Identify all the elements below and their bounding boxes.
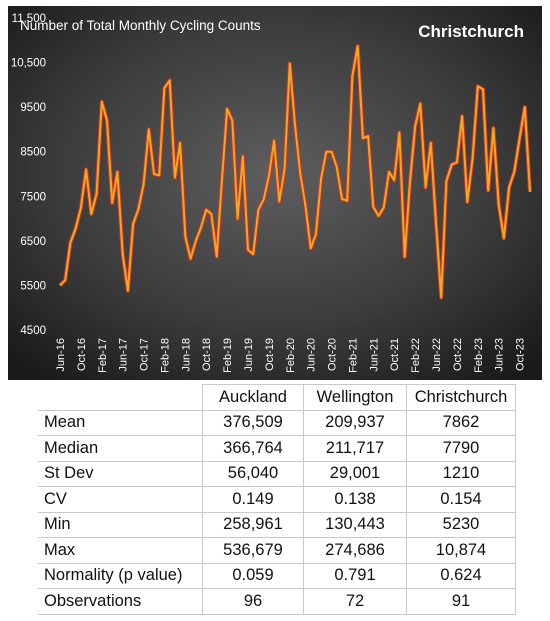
x-tick-label: Oct-21 — [389, 338, 401, 371]
x-tick-label: Jun-20 — [306, 338, 318, 372]
x-tick-label: Oct-17 — [139, 338, 151, 371]
table-cell: 0.791 — [303, 562, 407, 589]
y-tick-label: 11,500 — [12, 13, 46, 25]
x-tick-label: Feb-21 — [347, 338, 359, 373]
chart-panel: Number of Total Monthly Cycling Counts C… — [8, 6, 542, 380]
row-label: Normality (p value) — [38, 562, 203, 589]
row-label: Median — [38, 435, 203, 462]
column-header-auckland: Auckland — [202, 384, 304, 411]
table-cell: 376,509 — [202, 409, 304, 436]
row-label: St Dev — [38, 460, 203, 487]
y-tick-label: 6500 — [20, 236, 46, 248]
table-row: Max 536,679 274,686 10,874 — [38, 537, 516, 564]
table-cell: 72 — [303, 588, 407, 615]
table-cell: 211,717 — [303, 435, 407, 462]
table-cell: 10,874 — [406, 537, 516, 564]
y-tick-label: 10,500 — [11, 58, 46, 70]
x-tick-label: Jun-22 — [431, 338, 443, 372]
y-tick-label: 5500 — [20, 280, 46, 292]
x-tick-label: Feb-22 — [410, 338, 422, 373]
table-row: Mean 376,509 209,937 7862 — [38, 409, 516, 436]
table-cell: 56,040 — [202, 460, 304, 487]
y-tick-label: 9500 — [20, 102, 46, 114]
table-cell: 536,679 — [202, 537, 304, 564]
table-cell: 0.154 — [406, 486, 516, 513]
table-cell: 0.149 — [202, 486, 304, 513]
x-axis-ticks: Jun-16 Oct-16 Feb-17 Jun-17 Oct-17 Feb-18 Jun-… — [55, 338, 527, 373]
table-cell: 29,001 — [303, 460, 407, 487]
y-axis-ticks: 11,500 10,500 9500 8500 7500 6500 5500 4500 — [11, 13, 46, 337]
column-header-wellington: Wellington — [303, 384, 407, 411]
table-row: Min 258,961 130,443 5230 — [38, 511, 516, 538]
table-cell: 366,764 — [202, 435, 304, 462]
table-cell: 5230 — [406, 511, 516, 538]
x-tick-label: Jun-19 — [243, 338, 255, 372]
table-cell: 0.059 — [202, 562, 304, 589]
x-tick-label: Oct-20 — [327, 338, 339, 371]
table-row: Median 366,764 211,717 7790 — [38, 435, 516, 462]
x-tick-label: Oct-16 — [76, 338, 88, 371]
y-tick-label: 7500 — [20, 191, 46, 203]
x-tick-label: Jun-21 — [368, 338, 380, 372]
y-tick-label: 8500 — [20, 147, 46, 159]
table-corner-cell — [38, 384, 203, 411]
x-tick-label: Jun-16 — [55, 338, 67, 372]
x-tick-label: Feb-17 — [97, 338, 109, 373]
column-header-christchurch: Christchurch — [406, 384, 516, 411]
table-cell: 96 — [202, 588, 304, 615]
series-layer — [58, 44, 532, 300]
table-cell: 1210 — [406, 460, 516, 487]
table-row: Normality (p value) 0.059 0.791 0.624 — [38, 562, 516, 589]
statistics-table-body: Mean 376,509 209,937 7862 Median 366,764 211,7… — [38, 409, 516, 615]
line-chart: Number of Total Monthly Cycling Counts C… — [8, 6, 542, 380]
x-tick-label: Jun-23 — [494, 338, 506, 372]
x-tick-label: Oct-18 — [201, 338, 213, 371]
series-line — [59, 45, 531, 299]
x-tick-label: Feb-18 — [159, 338, 171, 373]
row-label: Observations — [38, 588, 203, 615]
table-cell: 7862 — [406, 409, 516, 436]
row-label: Mean — [38, 409, 203, 436]
table-cell: 209,937 — [303, 409, 407, 436]
table-cell: 0.624 — [406, 562, 516, 589]
table-cell: 274,686 — [303, 537, 407, 564]
x-tick-label: Jun-17 — [118, 338, 130, 372]
row-label: Min — [38, 511, 203, 538]
x-tick-label: Feb-19 — [222, 338, 234, 373]
y-tick-label: 4500 — [20, 325, 46, 337]
y-axis-label: Number of Total Monthly Cycling Counts — [20, 18, 261, 33]
x-tick-label: Oct-19 — [264, 338, 276, 371]
table-cell: 258,961 — [202, 511, 304, 538]
table-cell: 130,443 — [303, 511, 407, 538]
x-tick-label: Oct-23 — [515, 338, 527, 371]
table-cell: 91 — [406, 588, 516, 615]
row-label: Max — [38, 537, 203, 564]
table-cell: 7790 — [406, 435, 516, 462]
x-tick-label: Jun-18 — [180, 338, 192, 372]
row-label: CV — [38, 486, 203, 513]
x-tick-label: Oct-22 — [452, 338, 464, 371]
table-header-row: Auckland Wellington Christchurch — [38, 384, 516, 411]
chart-title: Christchurch — [418, 22, 524, 41]
table-row: CV 0.149 0.138 0.154 — [38, 486, 516, 513]
table-row: Observations 96 72 91 — [38, 588, 516, 615]
table-row: St Dev 56,040 29,001 1210 — [38, 460, 516, 487]
x-tick-label: Feb-20 — [285, 338, 297, 373]
statistics-table: Auckland Wellington Christchurch Mean 376… — [38, 384, 516, 615]
table-cell: 0.138 — [303, 486, 407, 513]
x-tick-label: Feb-23 — [473, 338, 485, 373]
